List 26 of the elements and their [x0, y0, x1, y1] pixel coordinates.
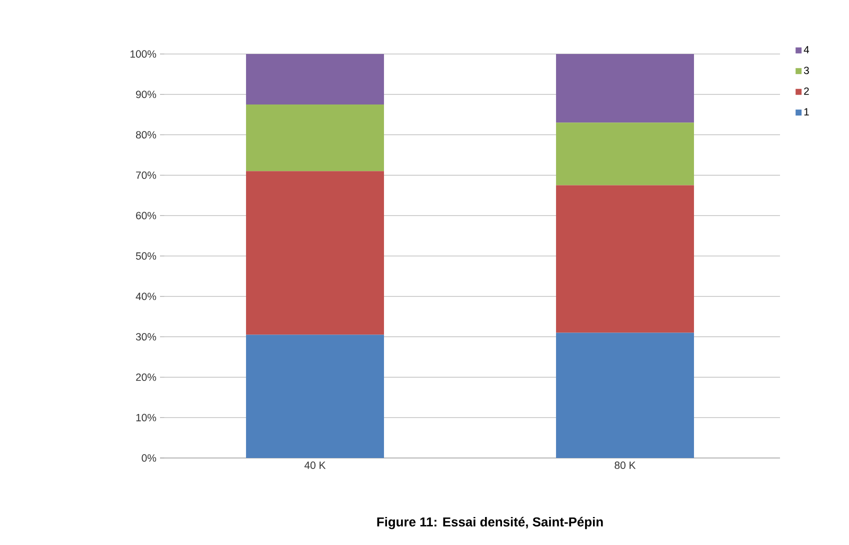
- y-tick-label: 50%: [136, 252, 156, 260]
- y-tick-label: 90%: [136, 90, 156, 98]
- bar: [556, 332, 694, 458]
- y-tick-label: 80%: [136, 131, 156, 139]
- bar: [556, 185, 694, 333]
- legend-label: 4: [804, 46, 810, 54]
- y-tick-label: 20%: [136, 374, 156, 381]
- y-tick-label: 10%: [136, 414, 156, 422]
- bar: [246, 334, 384, 458]
- y-tick-label: 0%: [142, 454, 156, 462]
- y-tick-label: 70%: [136, 172, 156, 179]
- x-tick-label: 40 K: [304, 462, 326, 469]
- y-tick-label: 30%: [136, 333, 156, 341]
- legend-label: 3: [804, 66, 809, 74]
- bar: [246, 54, 384, 104]
- y-tick-label: 40%: [136, 292, 156, 300]
- y-tick-label: 100%: [130, 50, 156, 58]
- text: Figure 11: Essai densité, Saint-Pépin: [377, 516, 603, 530]
- bar: [556, 54, 694, 123]
- bar: [556, 122, 694, 186]
- bar: [246, 104, 384, 172]
- y-tick-label: 60%: [136, 212, 156, 220]
- legend-label: 1: [804, 108, 809, 116]
- legend-label: 2: [804, 87, 809, 95]
- x-tick-label: 80 K: [614, 462, 636, 469]
- bar: [246, 171, 384, 335]
